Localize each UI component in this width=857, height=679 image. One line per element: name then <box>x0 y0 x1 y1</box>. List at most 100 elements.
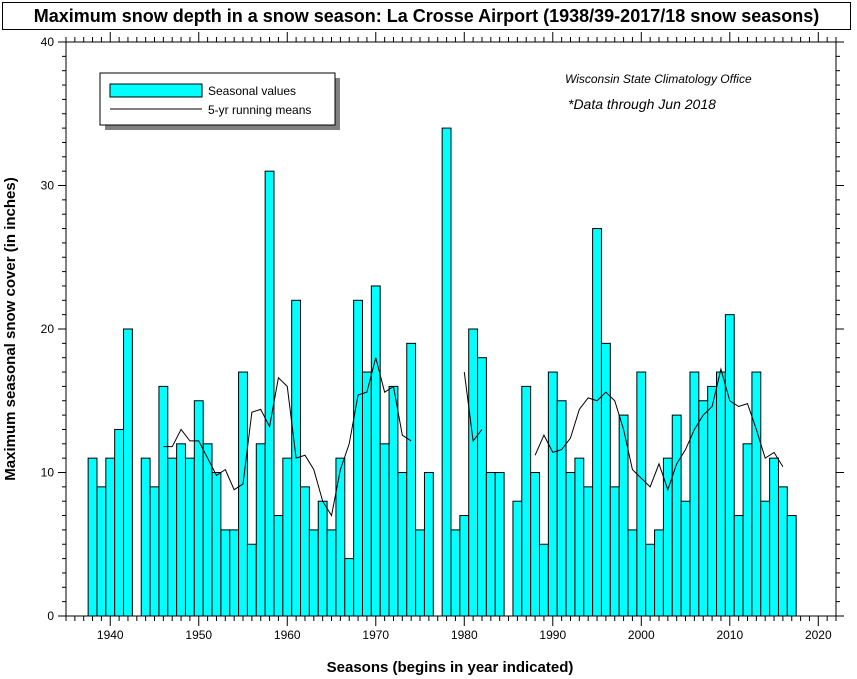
x-tick-label-2020: 2020 <box>805 628 832 642</box>
bar-2013 <box>751 371 762 617</box>
y-tick-label-10: 10 <box>41 466 55 480</box>
bar-1997 <box>609 486 620 617</box>
x-tick-label-1970: 1970 <box>362 628 389 642</box>
bar-1970 <box>370 285 381 617</box>
bar-1951 <box>202 443 213 617</box>
bar-1962 <box>300 486 310 617</box>
x-tick-label-1950: 1950 <box>185 628 212 642</box>
y-tick-label-0: 0 <box>47 609 54 623</box>
running-mean-layer <box>163 357 784 517</box>
bar-1954 <box>229 529 240 617</box>
bar-2010 <box>724 314 735 617</box>
bar-1968 <box>353 299 363 617</box>
bar-1995 <box>592 228 602 617</box>
bar-1988 <box>530 472 541 617</box>
bar-1950 <box>193 400 204 617</box>
bar-1981 <box>468 328 479 617</box>
y-tick-labels: 0 10 20 30 40 <box>41 35 55 623</box>
bar-1939 <box>96 486 107 617</box>
legend-entry-running-means: 5-yr running means <box>208 103 311 117</box>
bar-2015 <box>769 457 779 617</box>
bar-1978 <box>441 127 452 617</box>
bar-1973 <box>397 472 408 617</box>
bar-1982 <box>477 357 487 617</box>
bar-1992 <box>565 472 576 617</box>
x-tick-label-1990: 1990 <box>539 628 566 642</box>
bar-2016 <box>777 486 788 617</box>
bar-1994 <box>583 486 594 617</box>
bar-2007 <box>698 400 709 617</box>
bar-1979 <box>450 529 461 617</box>
source-annotation: Wisconsin State Climatology Office <box>565 72 752 86</box>
bar-2004 <box>671 414 682 617</box>
bar-1963 <box>308 529 319 617</box>
x-tick-label-1980: 1980 <box>451 628 478 642</box>
bar-2005 <box>680 500 691 617</box>
bar-2008 <box>707 385 718 617</box>
bar-1991 <box>556 400 567 617</box>
bar-1969 <box>361 371 372 617</box>
bar-1945 <box>149 486 160 617</box>
bar-1941 <box>114 428 125 617</box>
axis-ticks <box>58 32 844 626</box>
x-tick-labels: 1940 1950 1960 1970 1980 1990 2000 2010 2020 <box>97 628 832 642</box>
bar-1942 <box>123 328 133 617</box>
bar-1971 <box>379 443 390 617</box>
bar-1983 <box>485 472 496 617</box>
y-tick-label-20: 20 <box>41 322 55 336</box>
bars-layer <box>87 127 797 617</box>
bar-2000 <box>636 371 647 617</box>
bar-2002 <box>654 529 664 617</box>
bar-1966 <box>335 457 346 617</box>
bar-1958 <box>264 170 275 617</box>
y-tick-label-40: 40 <box>41 35 55 49</box>
legend: Seasonal values 5-yr running means <box>99 72 340 130</box>
bar-1999 <box>627 529 638 617</box>
bar-1955 <box>238 371 248 617</box>
bar-1965 <box>326 529 337 617</box>
y-axis-title: Maximum seasonal snow cover (in inches) <box>2 177 19 480</box>
bar-1947 <box>167 457 178 617</box>
legend-bar-swatch <box>109 83 203 98</box>
bar-1990 <box>547 371 558 617</box>
bar-1946 <box>158 385 169 617</box>
bar-1980 <box>459 515 470 617</box>
bar-2014 <box>760 500 771 617</box>
bar-1967 <box>344 558 355 617</box>
bar-1989 <box>539 543 549 617</box>
bar-1975 <box>415 529 425 617</box>
bar-1976 <box>423 472 434 617</box>
bar-1953 <box>220 529 231 617</box>
x-tick-label-2010: 2010 <box>716 628 743 642</box>
bar-1952 <box>211 472 222 617</box>
x-tick-label-2000: 2000 <box>628 628 655 642</box>
bar-1987 <box>521 385 532 617</box>
bar-1964 <box>317 500 328 617</box>
bar-1938 <box>87 457 98 617</box>
bar-1940 <box>105 457 116 617</box>
running-mean-line-1 <box>163 357 412 517</box>
bar-2009 <box>716 371 726 617</box>
bar-1996 <box>600 342 611 617</box>
bar-1984 <box>494 472 505 617</box>
bar-1959 <box>273 515 284 617</box>
bar-1960 <box>282 457 293 617</box>
data-note-annotation: *Data through Jun 2018 <box>568 96 716 112</box>
bar-2017 <box>786 515 797 617</box>
legend-entry-seasonal-values: Seasonal values <box>208 84 296 98</box>
bar-1944 <box>140 457 151 617</box>
bar-1957 <box>255 443 266 617</box>
bar-1974 <box>406 342 417 617</box>
bar-2001 <box>645 543 656 617</box>
bar-1993 <box>574 457 585 617</box>
y-tick-label-30: 30 <box>41 179 55 193</box>
running-mean-line-2 <box>463 371 483 443</box>
bar-2012 <box>742 443 753 617</box>
bar-1956 <box>246 543 257 617</box>
x-tick-label-1960: 1960 <box>274 628 301 642</box>
running-mean-line-3 <box>534 367 784 492</box>
bar-1948 <box>176 443 186 617</box>
bar-1986 <box>512 500 523 617</box>
chart-title: Maximum snow depth in a snow season: La … <box>2 2 851 30</box>
